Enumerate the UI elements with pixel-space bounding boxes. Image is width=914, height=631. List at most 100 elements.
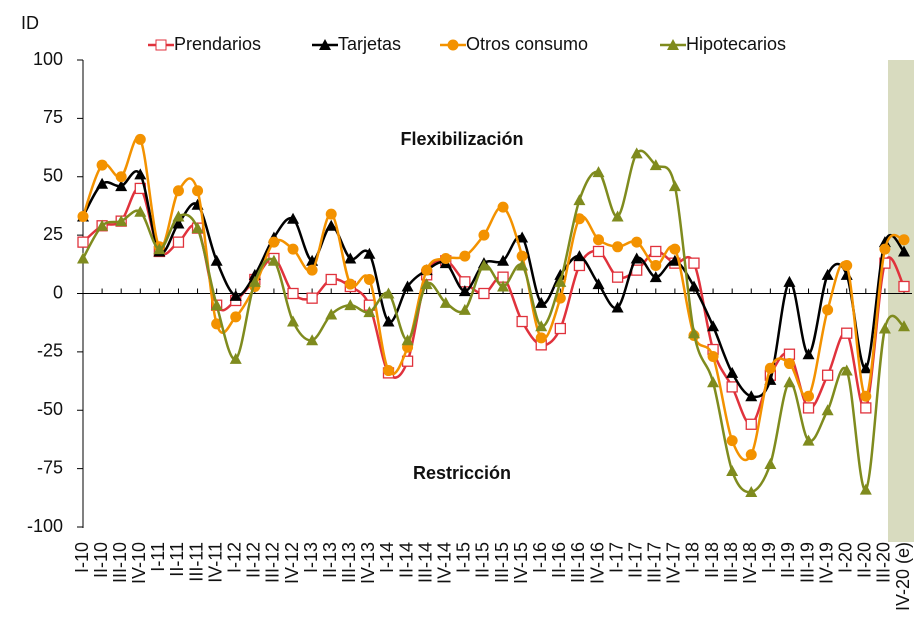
marker — [726, 435, 738, 447]
annotation: Flexibilización — [400, 129, 523, 149]
marker — [401, 334, 414, 346]
marker — [192, 185, 204, 197]
marker — [115, 171, 127, 183]
marker — [382, 365, 394, 377]
marker — [325, 208, 337, 220]
x-tick-label: I-18 — [683, 542, 703, 573]
annotation: Restricción — [413, 463, 511, 483]
marker — [516, 250, 528, 262]
marker — [898, 234, 910, 246]
marker — [172, 217, 185, 229]
marker — [96, 219, 109, 231]
marker — [134, 133, 146, 145]
marker — [115, 180, 128, 192]
marker — [745, 390, 758, 402]
marker — [478, 229, 490, 241]
marker — [764, 457, 777, 469]
marker — [707, 376, 720, 388]
marker — [96, 177, 109, 189]
x-tick-label: IV-20 (e) — [893, 542, 913, 611]
x-tick-label: I-12 — [224, 542, 244, 573]
marker — [745, 485, 758, 497]
x-tick-label: III-12 — [263, 542, 283, 583]
marker — [535, 332, 547, 344]
marker — [535, 296, 548, 308]
x-tick-label: II-10 — [91, 542, 111, 578]
marker — [363, 273, 375, 285]
marker — [497, 280, 510, 292]
marker — [860, 402, 872, 414]
x-tick-label: II-19 — [778, 542, 798, 578]
marker — [344, 252, 357, 264]
x-tick-label: IV-11 — [205, 542, 225, 583]
legend-item: Otros consumo — [440, 34, 588, 54]
series-line — [81, 149, 906, 494]
marker — [77, 210, 89, 222]
marker — [172, 210, 185, 222]
marker — [707, 351, 719, 363]
x-tick-label: III-16 — [568, 542, 588, 583]
marker — [382, 315, 395, 327]
marker — [287, 243, 299, 255]
marker — [649, 159, 662, 171]
marker — [859, 362, 872, 374]
marker — [134, 168, 147, 180]
marker — [631, 236, 643, 248]
legend-marker — [447, 39, 459, 51]
x-tick-label: II-13 — [320, 542, 340, 578]
marker — [573, 213, 585, 225]
marker — [516, 259, 529, 271]
y-axis-label: ID — [21, 13, 39, 33]
y-tick-label: -100 — [27, 516, 63, 536]
x-tick-label: I-17 — [606, 542, 626, 573]
marker — [363, 247, 376, 259]
marker — [420, 278, 433, 290]
marker — [401, 280, 414, 292]
marker — [687, 327, 700, 339]
marker — [707, 320, 720, 332]
marker — [573, 259, 586, 272]
y-tick-label: 100 — [33, 49, 63, 69]
marker — [802, 402, 815, 414]
marker — [306, 334, 319, 346]
x-tick-label: III-14 — [415, 542, 435, 583]
marker — [172, 185, 184, 197]
marker — [267, 254, 280, 266]
marker — [783, 275, 796, 287]
marker — [650, 259, 662, 271]
legend-label: Otros consumo — [466, 34, 588, 54]
x-tick-label: IV-12 — [282, 542, 302, 584]
x-tick-label: III-15 — [492, 542, 512, 583]
marker — [650, 245, 662, 258]
marker — [229, 352, 242, 364]
marker — [516, 231, 529, 243]
marker — [134, 205, 147, 217]
marker — [611, 210, 624, 222]
y-tick-label: 75 — [43, 107, 63, 127]
marker — [612, 241, 624, 253]
x-tick-label: II-17 — [625, 542, 645, 578]
marker — [153, 243, 166, 255]
marker — [516, 315, 528, 328]
legend-item: Prendarios — [148, 34, 261, 54]
x-tick-label: I-16 — [530, 542, 550, 573]
marker — [440, 252, 452, 264]
marker — [554, 268, 567, 280]
x-tick-label: III-17 — [645, 542, 665, 583]
x-tick-label: I-13 — [301, 542, 321, 573]
legend-marker — [667, 39, 679, 50]
marker — [822, 304, 834, 316]
x-tick-label: IV-19 — [816, 542, 836, 584]
marker — [859, 483, 872, 495]
marker — [726, 381, 738, 393]
marker — [573, 250, 586, 262]
x-tick-label: IV-14 — [435, 542, 455, 584]
marker — [458, 303, 471, 315]
marker — [688, 257, 700, 269]
marker — [210, 299, 223, 311]
marker — [611, 301, 624, 313]
x-tick-label: I-10 — [72, 542, 92, 573]
x-tick-label: I-11 — [148, 542, 168, 572]
x-tick-label: II-18 — [702, 542, 722, 578]
marker — [841, 259, 853, 271]
